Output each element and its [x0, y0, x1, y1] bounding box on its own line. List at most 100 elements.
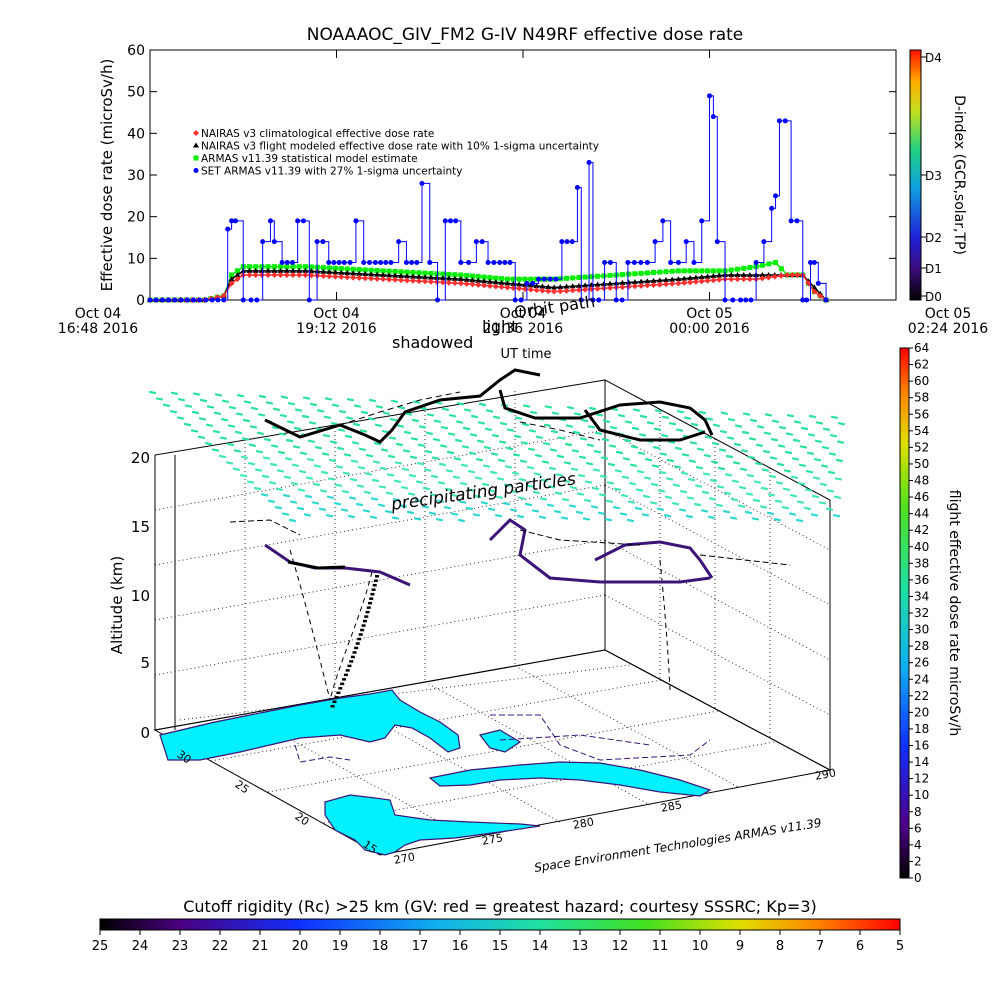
data-point: [341, 260, 347, 265]
wall-grid: [154, 391, 831, 738]
data-point: [574, 185, 580, 190]
data-point: [759, 275, 766, 282]
data-point: [228, 280, 235, 287]
particle-arrow: [456, 402, 465, 406]
rc-tick-label: 22: [212, 939, 229, 954]
data-point: [545, 283, 552, 289]
particle-arrow: [784, 450, 793, 455]
data-point: [498, 279, 505, 285]
particle-arrow: [437, 481, 446, 485]
data-point: [415, 278, 422, 285]
mid-dashed-shadow: [229, 519, 791, 566]
particle-arrow: [639, 414, 648, 419]
data-point: [557, 284, 564, 290]
particle-arrow: [631, 426, 640, 431]
particle-arrow: [299, 451, 308, 455]
particle-arrow: [467, 470, 476, 474]
particle-arrow: [621, 475, 630, 479]
particle-arrow: [296, 506, 305, 511]
data-point: [698, 274, 705, 280]
particle-arrow: [680, 471, 689, 475]
particle-arrow: [470, 414, 479, 419]
data-point: [619, 284, 626, 291]
data-point: [254, 297, 260, 303]
particle-arrow: [513, 434, 522, 439]
particle-arrow: [719, 430, 728, 434]
particle-arrow: [485, 409, 494, 413]
particle-arrow: [768, 474, 777, 479]
particle-arrow: [715, 503, 724, 507]
particle-arrow: [446, 450, 455, 455]
land-bahamas: [478, 729, 522, 753]
data-point: [271, 239, 277, 245]
descent-dot: [364, 615, 369, 618]
rc-tick-label: 10: [692, 939, 709, 954]
particle-arrow: [477, 421, 486, 425]
particle-arrow: [292, 445, 301, 449]
particle-arrow: [701, 490, 710, 495]
particle-arrow: [742, 412, 751, 416]
particle-arrow: [516, 514, 525, 519]
x-tick-label-line2: 02:24 2016: [908, 321, 989, 337]
data-point: [410, 273, 417, 279]
data-point: [193, 155, 199, 161]
data-point: [638, 270, 644, 276]
particle-arrow: [333, 502, 342, 506]
descent-dot: [373, 579, 378, 582]
particle-arrow: [313, 464, 322, 468]
data-point: [320, 272, 327, 279]
particle-arrow: [656, 507, 665, 511]
particle-arrow: [834, 477, 843, 481]
particle-arrow: [346, 398, 355, 402]
particle-arrow: [170, 391, 179, 395]
data-point: [746, 272, 753, 277]
particle-arrow: [763, 431, 772, 435]
data-point: [368, 271, 375, 277]
data-point: [392, 276, 399, 283]
particle-arrow: [406, 510, 415, 515]
particle-arrow: [391, 516, 400, 520]
data-point: [644, 282, 651, 289]
data-point: [458, 272, 464, 278]
particle-arrow: [448, 414, 457, 418]
particle-arrow: [177, 398, 186, 402]
rc-tick-label: 16: [452, 939, 469, 954]
particle-arrow: [390, 399, 399, 403]
data-point: [451, 280, 458, 287]
particle-arrow: [579, 437, 588, 441]
data-point: [776, 118, 782, 124]
particle-arrow: [835, 458, 844, 463]
particle-arrow: [586, 443, 595, 447]
particle-arrow: [689, 441, 698, 445]
particle-arrow: [484, 427, 493, 431]
data-point: [353, 218, 359, 224]
y-tick-label: 30: [127, 168, 145, 184]
data-point: [265, 272, 272, 278]
data-point: [331, 260, 337, 265]
data-point: [225, 226, 231, 232]
particle-arrow: [408, 474, 417, 478]
descent-dot: [372, 583, 377, 587]
data-point: [524, 280, 530, 286]
longitude-tick-label: 275: [481, 831, 504, 847]
particle-arrow: [708, 497, 717, 501]
data-point: [778, 266, 784, 272]
data-point: [215, 297, 221, 303]
particle-arrow: [247, 462, 256, 466]
data-point: [386, 268, 392, 274]
particle-arrow: [265, 401, 274, 405]
data-point: [475, 277, 482, 283]
data-point: [380, 276, 387, 283]
data-point: [338, 269, 345, 275]
particle-arrow: [404, 412, 413, 416]
data-point: [481, 278, 488, 284]
particle-arrow: [664, 495, 673, 499]
particle-arrow: [458, 500, 467, 504]
particle-arrow: [250, 406, 259, 411]
particle-arrow: [431, 456, 440, 460]
particle-arrow: [463, 408, 472, 412]
data-point: [258, 272, 265, 278]
data-point: [704, 273, 711, 279]
particle-arrow: [672, 483, 681, 487]
particle-arrow: [624, 420, 633, 424]
